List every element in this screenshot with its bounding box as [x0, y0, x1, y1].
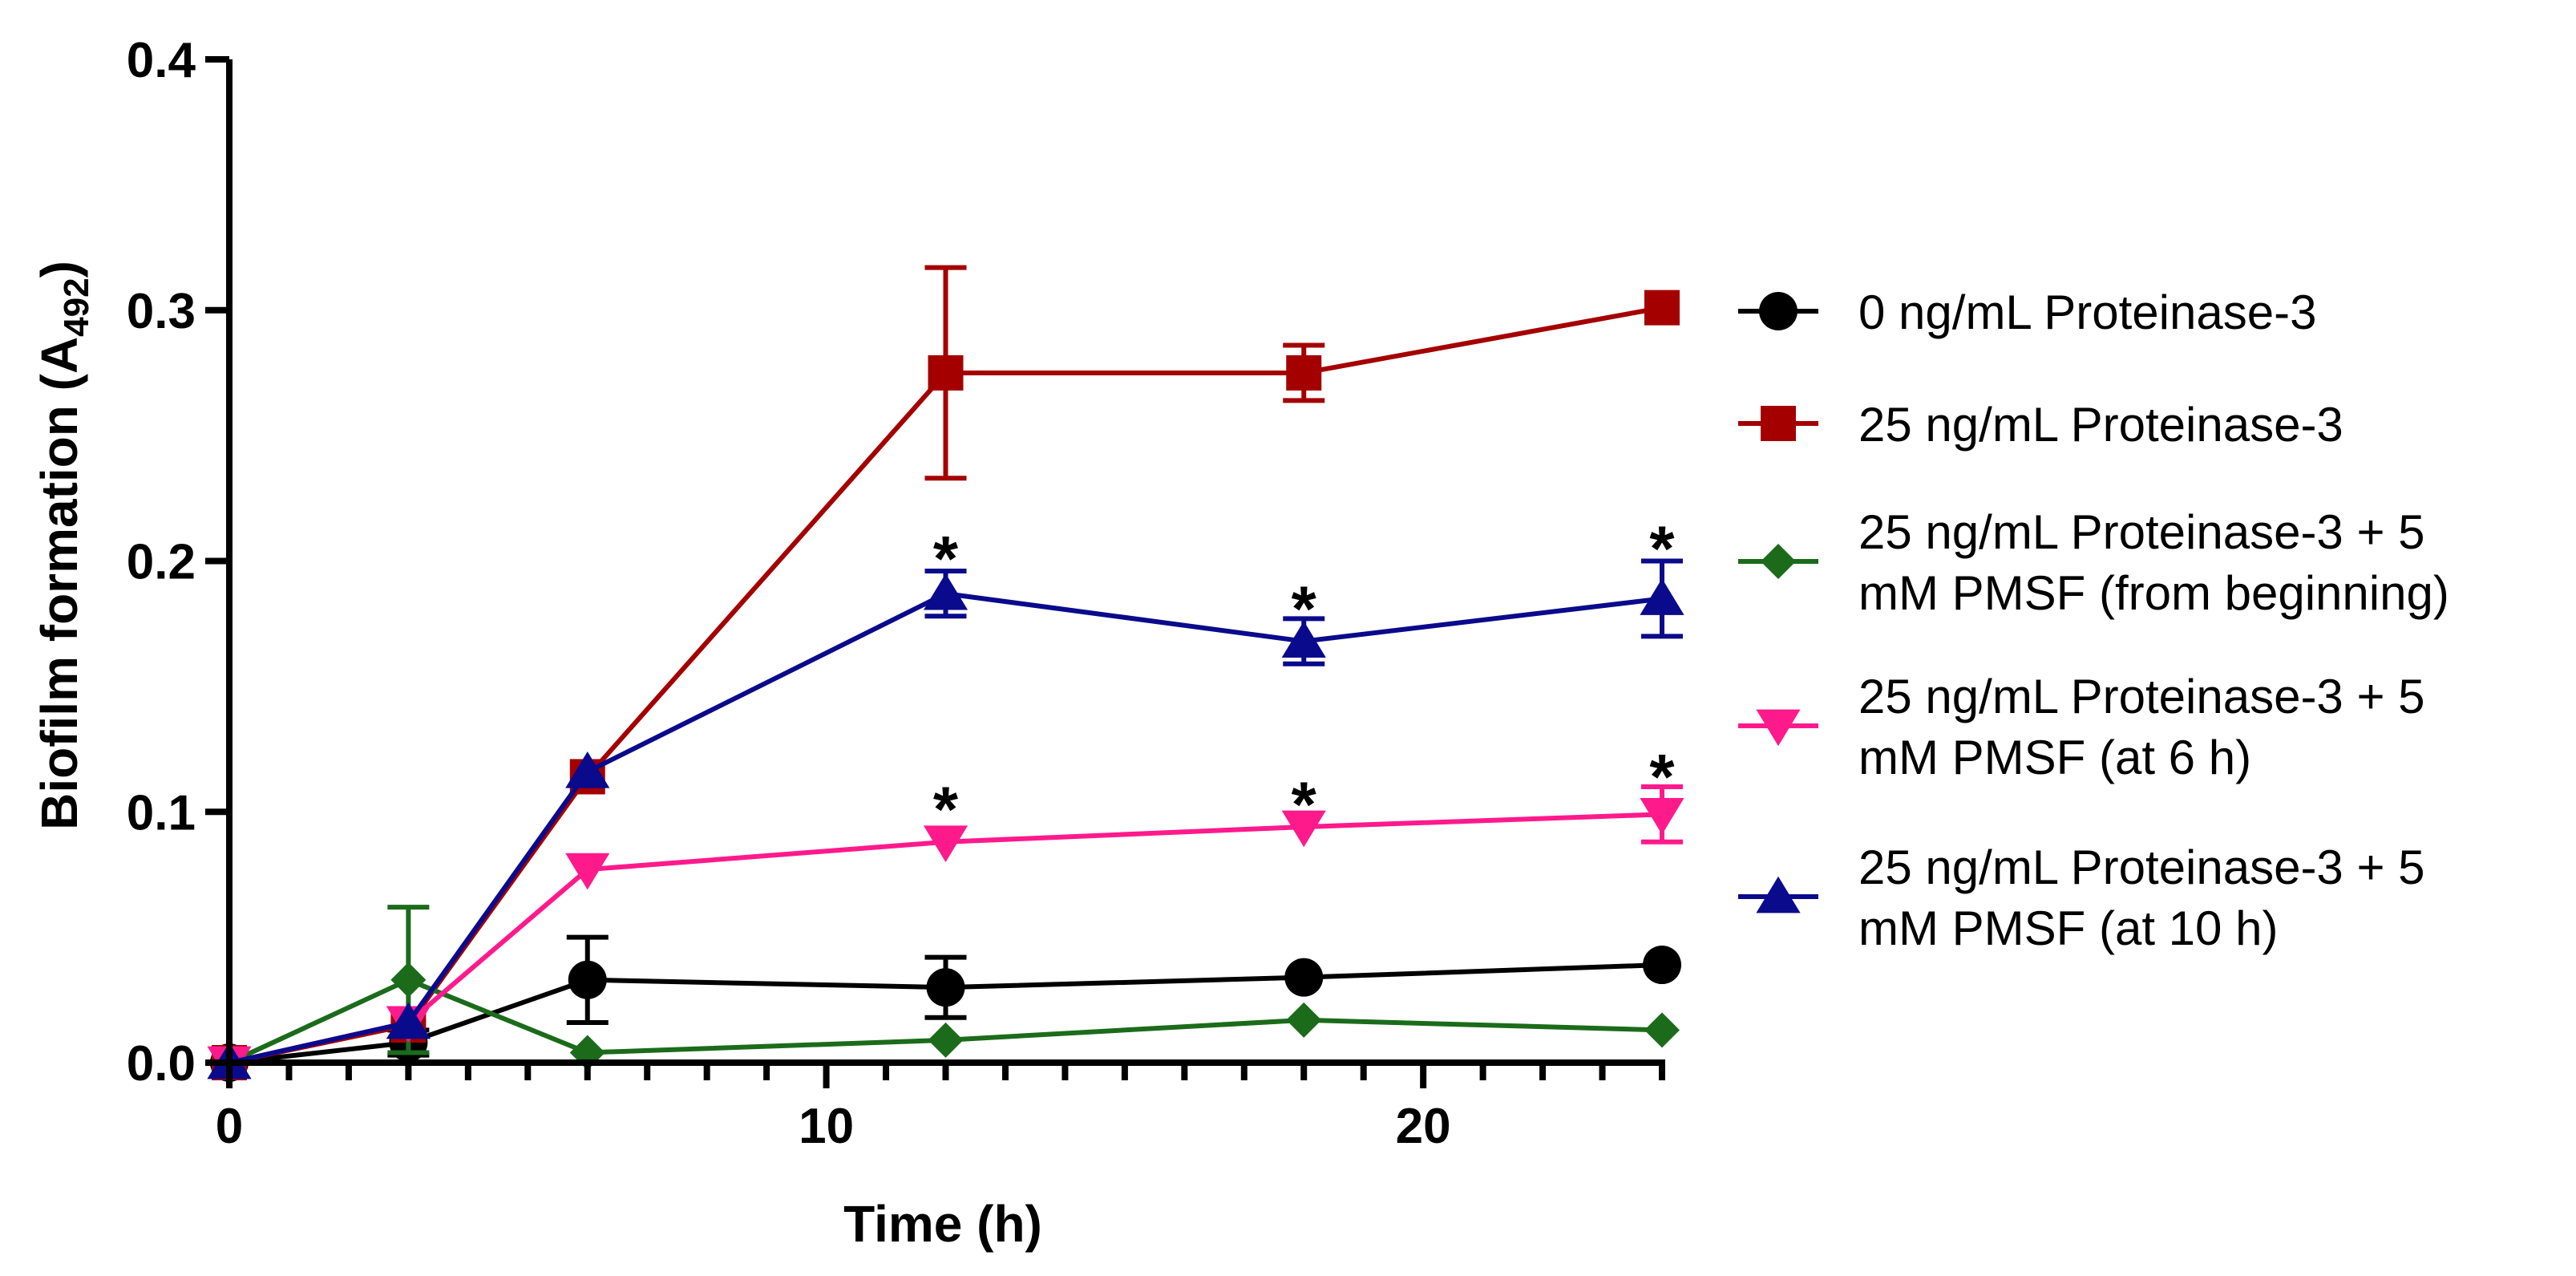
significance-asterisk: * — [1649, 512, 1675, 584]
legend: 0 ng/mL Proteinase-3 25 ng/mL Proteinase-… — [1738, 286, 2449, 955]
series-line — [228, 977, 1663, 1065]
legend-label: 25 ng/mL Proteinase-3 + 5 — [1858, 505, 2425, 559]
significance-asterisk: * — [1292, 573, 1317, 644]
legend-label: mM PMSF (from beginning) — [1858, 566, 2449, 620]
x-tick-label: 10 — [799, 1099, 854, 1154]
y-tick-label: 0.3 — [127, 284, 196, 339]
data-point — [1644, 290, 1680, 326]
data-point — [1281, 810, 1326, 848]
series-5 — [207, 558, 1684, 1080]
data-point — [565, 853, 610, 890]
y-tick-label: 0.4 — [127, 33, 196, 88]
data-point — [1644, 1012, 1680, 1048]
data-point — [1284, 958, 1324, 997]
x-tick-label: 0 — [216, 1099, 243, 1154]
data-point — [926, 968, 965, 1007]
data-point — [386, 1002, 431, 1039]
legend-item-1: 0 ng/mL Proteinase-3 — [1738, 286, 2316, 339]
legend-label: mM PMSF (at 6 h) — [1858, 731, 2251, 784]
data-point — [928, 1022, 964, 1058]
significance-asterisk: * — [1649, 741, 1675, 812]
legend-label: 25 ng/mL Proteinase-3 + 5 — [1858, 670, 2425, 723]
data-point — [928, 354, 964, 391]
y-axis-title-main: Biofilm formation (A — [30, 337, 88, 830]
significance-asterisk: * — [933, 774, 959, 845]
data-point — [390, 962, 427, 998]
significance-asterisk: * — [933, 523, 959, 594]
legend-label: 0 ng/mL Proteinase-3 — [1858, 286, 2316, 339]
legend-item-2: 25 ng/mL Proteinase-3 — [1738, 398, 2343, 452]
data-point — [1643, 946, 1681, 985]
legend-marker — [1761, 544, 1796, 579]
data-point — [1286, 1002, 1322, 1038]
data-point — [565, 751, 610, 788]
series-line — [228, 591, 1663, 1065]
data-point — [923, 573, 969, 610]
x-axis-title: Time (h) — [843, 1195, 1042, 1253]
y-tick-label: 0.1 — [127, 785, 196, 841]
axes: 0.0 0.1 0.2 0.3 0.4 0 10 20 — [127, 33, 1665, 1154]
data-point — [1286, 354, 1322, 391]
data-point — [1640, 797, 1684, 835]
y-axis-title-close: ) — [30, 261, 88, 277]
y-tick-label: 0.0 — [127, 1036, 196, 1092]
legend-marker — [1759, 292, 1798, 330]
legend-label: 25 ng/mL Proteinase-3 + 5 — [1858, 841, 2425, 894]
series-line — [228, 962, 1663, 1065]
significance-asterisk: * — [1292, 768, 1317, 840]
legend-label: mM PMSF (at 10 h) — [1858, 901, 2278, 955]
data-point — [568, 960, 607, 999]
data-point — [1640, 578, 1684, 615]
y-tick-label: 0.2 — [127, 535, 196, 590]
data-point — [1281, 621, 1326, 658]
legend-marker — [1756, 709, 1801, 747]
y-axis-title: Biofilm formation (A492) — [30, 261, 96, 830]
x-tick-label: 20 — [1396, 1099, 1451, 1154]
data-point — [923, 825, 969, 862]
legend-label: 25 ng/mL Proteinase-3 — [1858, 398, 2343, 452]
legend-item-3: 25 ng/mL Proteinase-3 + 5 mM PMSF (from b… — [1738, 505, 2449, 620]
plot-area: * * * * * * — [207, 265, 1684, 1084]
legend-item-5: 25 ng/mL Proteinase-3 + 5 mM PMSF (at 10 … — [1738, 841, 2425, 955]
legend-marker — [1761, 406, 1796, 441]
legend-item-4: 25 ng/mL Proteinase-3 + 5 mM PMSF (at 6 h… — [1738, 670, 2425, 784]
legend-marker — [1756, 876, 1801, 913]
y-axis-title-subscript: 492 — [57, 277, 96, 336]
